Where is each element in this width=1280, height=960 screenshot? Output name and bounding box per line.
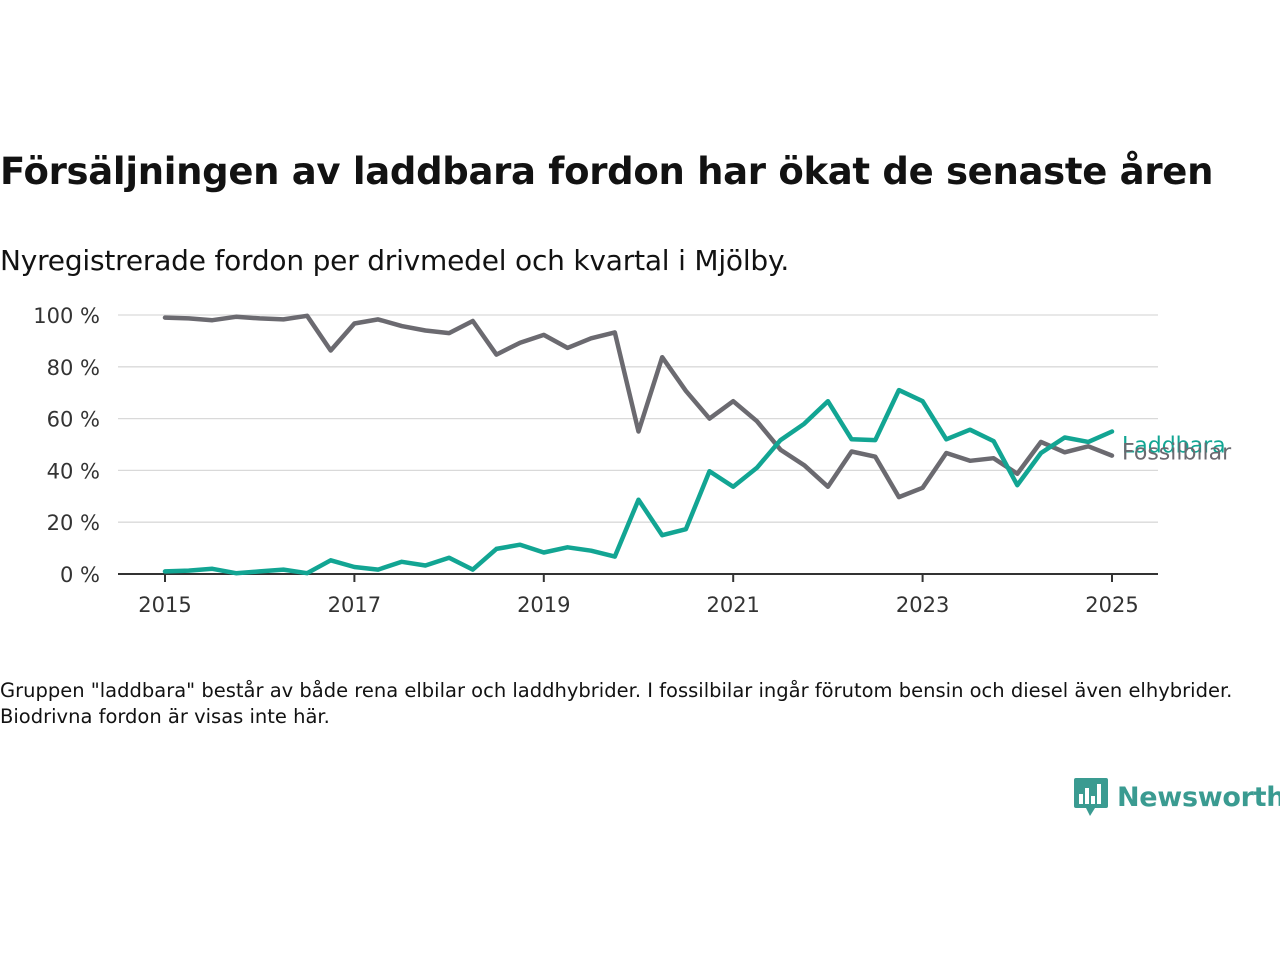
x-tick-label: 2015 (138, 593, 191, 617)
newsworthy-logo[interactable]: Newsworthy (1073, 776, 1280, 818)
footnote: Gruppen "laddbara" består av både rena e… (0, 679, 1233, 728)
logo-text: Newsworthy (1117, 781, 1280, 813)
x-tick-label: 2017 (328, 593, 381, 617)
series-label-laddbara: Laddbara (1122, 434, 1226, 459)
y-tick-label: 60 % (47, 408, 100, 432)
series-line-fossilbilar (162, 313, 1115, 500)
x-tick-label: 2023 (896, 593, 949, 617)
chart-subtitle: Nyregistrerade fordon per drivmedel och … (0, 244, 790, 277)
series-lines (162, 313, 1115, 576)
bar-chart-speech-bubble-icon (1074, 778, 1108, 816)
y-tick-label: 100 % (33, 304, 100, 328)
x-tick-label: 2025 (1085, 593, 1138, 617)
y-tick-label: 20 % (47, 511, 100, 535)
x-tick-label: 2021 (706, 593, 759, 617)
x-tick-label: 2019 (517, 593, 570, 617)
line-chart: 0 % 20 % 40 % 60 % 80 % 100 % 2015 2017 2019 202… (33, 304, 1232, 617)
y-tick-label: 80 % (47, 356, 100, 380)
y-axis-ticks: 0 % 20 % 40 % 60 % 80 % 100 % (33, 304, 100, 587)
x-axis: 2015 2017 2019 2021 2023 2025 (118, 573, 1158, 617)
y-tick-label: 40 % (47, 459, 100, 483)
chart-title: Försäljningen av laddbara fordon har öka… (0, 150, 1214, 193)
y-tick-label: 0 % (60, 563, 100, 587)
gridlines (118, 314, 1158, 523)
series-label-fossilbilar: Fossilbilar (1122, 441, 1232, 466)
series-line-laddbara (162, 387, 1115, 576)
